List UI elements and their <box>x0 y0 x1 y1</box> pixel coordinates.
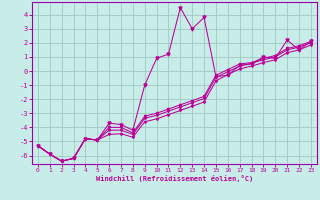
X-axis label: Windchill (Refroidissement éolien,°C): Windchill (Refroidissement éolien,°C) <box>96 175 253 182</box>
